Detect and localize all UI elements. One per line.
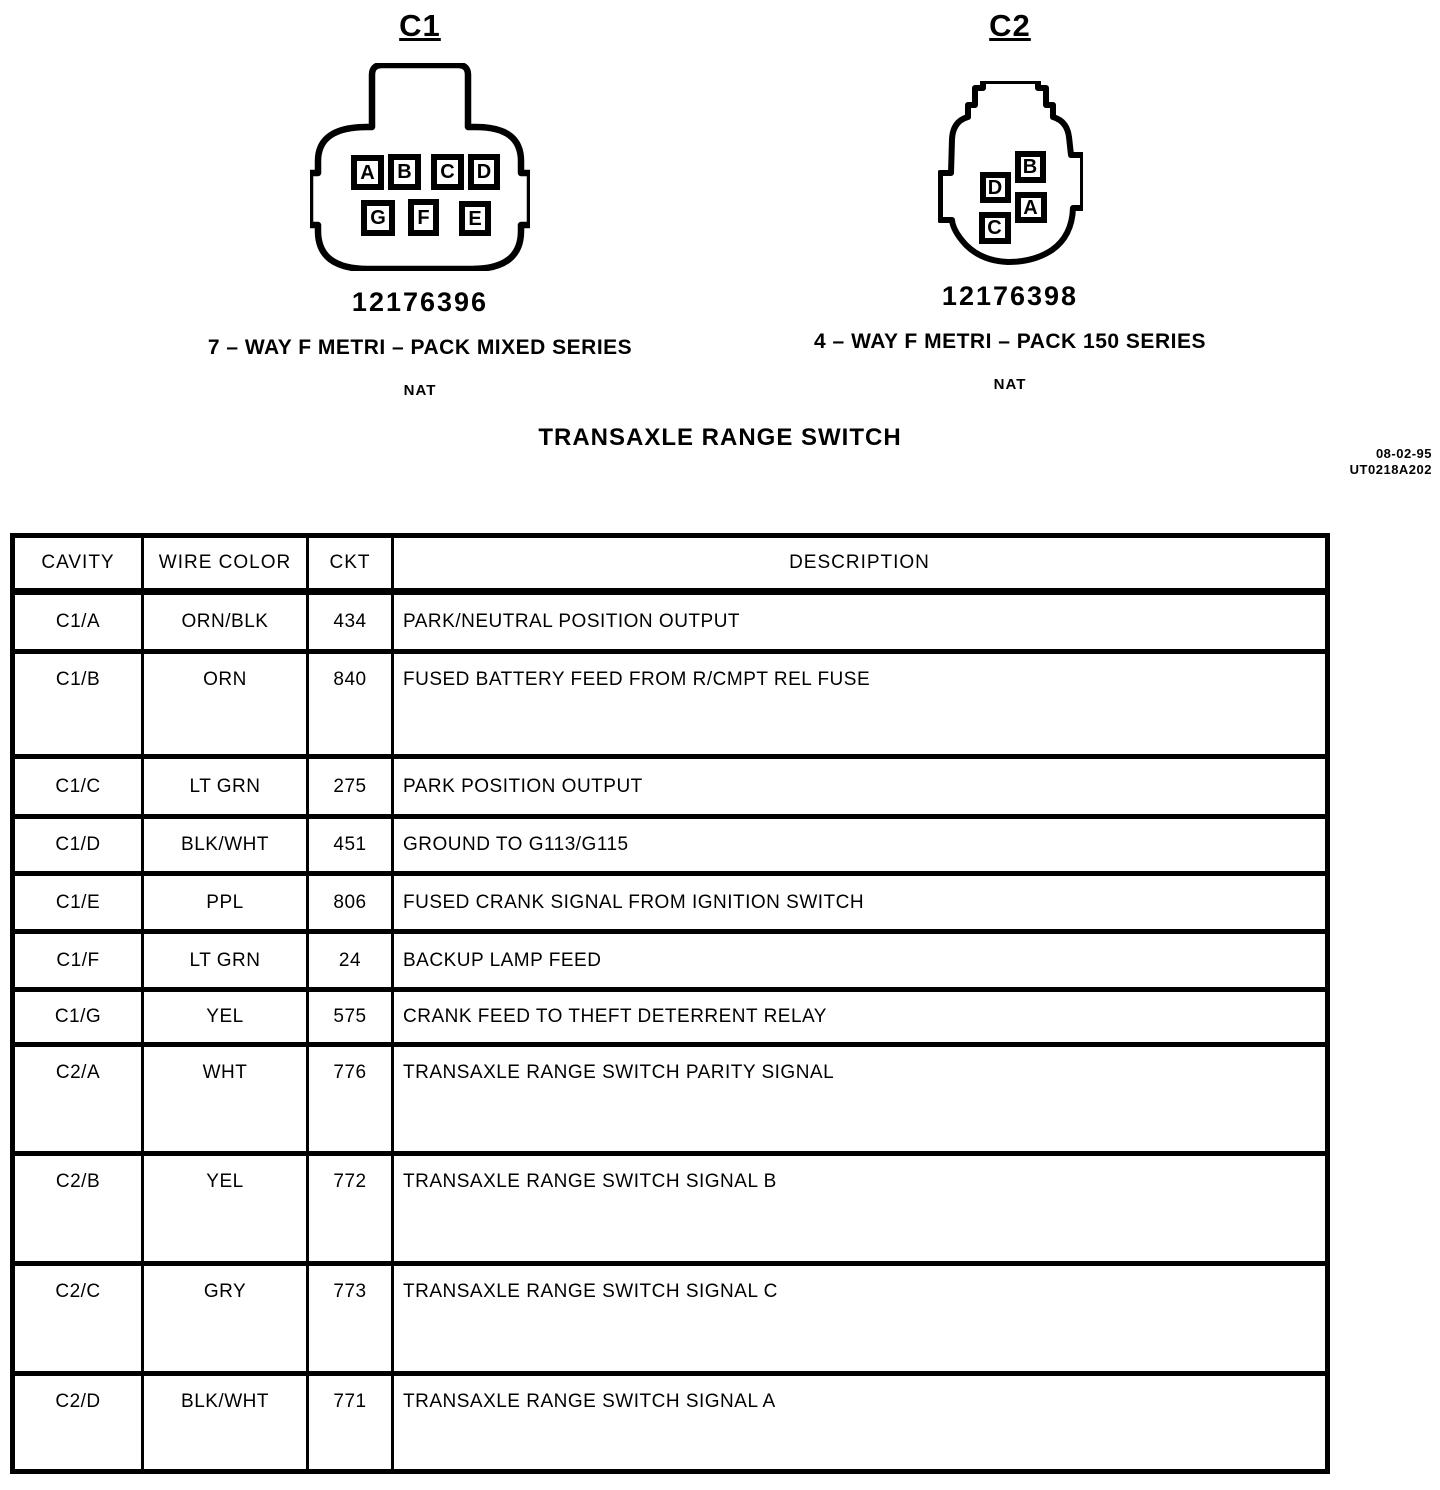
table-row: C2/B YEL 772 TRANSAXLE RANGE SWITCH SIGN…	[11, 1151, 1329, 1266]
connector-c1-figure: C1 A B C D G F E 12176396 7 – WAY F METR…	[150, 8, 690, 399]
cavity-cell: C1/G	[11, 987, 144, 1047]
wire-color-cell: YEL	[141, 1151, 309, 1266]
table-row: C2/D BLK/WHT 771 TRANSAXLE RANGE SWITCH …	[11, 1371, 1329, 1474]
revision-date: 08-02-95	[1375, 446, 1432, 461]
pinout-table-header: CAVITY WIRE COLOR CKT DESCRIPTION	[11, 533, 1329, 595]
c1-pin-g: G	[361, 200, 395, 236]
table-row: C1/B ORN 840 FUSED BATTERY FEED FROM R/C…	[11, 649, 1329, 759]
wire-color-cell: LT GRN	[141, 929, 309, 992]
table-row: C1/F LT GRN 24 BACKUP LAMP FEED	[11, 929, 1329, 992]
ckt-cell: 275	[306, 754, 394, 819]
wire-color-cell: ORN/BLK	[141, 589, 309, 654]
cavity-cell: C2/C	[11, 1261, 144, 1376]
table-row: C1/A ORN/BLK 434 PARK/NEUTRAL POSITION O…	[11, 589, 1329, 654]
cavity-cell: C1/C	[11, 754, 144, 819]
connector-c2-outline	[937, 81, 1083, 265]
ckt-cell: 434	[306, 589, 394, 654]
wire-color-cell: LT GRN	[141, 754, 309, 819]
revision-code: UT0218A202	[1349, 462, 1432, 477]
c1-pin-d: D	[468, 154, 500, 190]
wire-color-cell: BLK/WHT	[141, 814, 309, 876]
description-cell: TRANSAXLE RANGE SWITCH PARITY SIGNAL	[391, 1042, 1329, 1156]
c2-pin-d: D	[979, 172, 1011, 203]
cavity-cell: C1/E	[11, 871, 144, 934]
pinout-table-body: C1/A ORN/BLK 434 PARK/NEUTRAL POSITION O…	[11, 589, 1329, 1474]
header-wire-color: WIRE COLOR	[141, 533, 309, 595]
description-cell: GROUND TO G113/G115	[391, 814, 1329, 876]
c2-pin-b: B	[1014, 151, 1046, 183]
cavity-cell: C1/B	[11, 649, 144, 759]
wire-color-cell: BLK/WHT	[141, 1371, 309, 1474]
table-row: C2/C GRY 773 TRANSAXLE RANGE SWITCH SIGN…	[11, 1261, 1329, 1376]
c2-pin-a: A	[1014, 192, 1047, 223]
ckt-cell: 575	[306, 987, 394, 1047]
ckt-cell: 773	[306, 1261, 394, 1376]
header-cavity: CAVITY	[11, 533, 144, 595]
ckt-cell: 772	[306, 1151, 394, 1266]
header-ckt: CKT	[306, 533, 394, 595]
ckt-cell: 24	[306, 929, 394, 992]
header-description: DESCRIPTION	[391, 533, 1329, 595]
c1-pin-e: E	[459, 201, 491, 236]
description-cell: PARK/NEUTRAL POSITION OUTPUT	[391, 589, 1329, 654]
description-cell: BACKUP LAMP FEED	[391, 929, 1329, 992]
connector-c1-label: C1	[399, 8, 441, 43]
c1-pin-b: B	[388, 154, 421, 190]
ckt-cell: 771	[306, 1371, 394, 1474]
cavity-cell: C1/D	[11, 814, 144, 876]
wire-color-cell: YEL	[141, 987, 309, 1047]
description-cell: TRANSAXLE RANGE SWITCH SIGNAL B	[391, 1151, 1329, 1266]
connector-c2-label: C2	[989, 8, 1031, 43]
description-cell: FUSED BATTERY FEED FROM R/CMPT REL FUSE	[391, 649, 1329, 759]
wire-color-cell: WHT	[141, 1042, 309, 1156]
drawing-title: TRANSAXLE RANGE SWITCH	[538, 424, 902, 451]
connector-c2-diagram: B D A C	[937, 81, 1083, 265]
c1-pin-c: C	[431, 154, 464, 190]
c1-pin-f: F	[408, 199, 439, 236]
c2-color-code: NAT	[993, 376, 1027, 393]
description-cell: TRANSAXLE RANGE SWITCH SIGNAL A	[391, 1371, 1329, 1474]
ckt-cell: 451	[306, 814, 394, 876]
cavity-cell: C2/B	[11, 1151, 144, 1266]
wire-color-cell: GRY	[141, 1261, 309, 1376]
wire-color-cell: PPL	[141, 871, 309, 934]
cavity-cell: C1/F	[11, 929, 144, 992]
c1-pin-a: A	[351, 155, 384, 190]
table-row: C2/A WHT 776 TRANSAXLE RANGE SWITCH PARI…	[11, 1042, 1329, 1156]
table-row: C1/C LT GRN 275 PARK POSITION OUTPUT	[11, 754, 1329, 819]
cavity-cell: C2/A	[11, 1042, 144, 1156]
c1-color-code: NAT	[403, 382, 437, 399]
table-row: C1/E PPL 806 FUSED CRANK SIGNAL FROM IGN…	[11, 871, 1329, 934]
revision-block: 08-02-95 UT0218A202	[1350, 446, 1432, 478]
description-cell: FUSED CRANK SIGNAL FROM IGNITION SWITCH	[391, 871, 1329, 934]
cavity-cell: C2/D	[11, 1371, 144, 1474]
table-row: C1/D BLK/WHT 451 GROUND TO G113/G115	[11, 814, 1329, 876]
pinout-table: CAVITY WIRE COLOR CKT DESCRIPTION C1/A O…	[10, 533, 1330, 1474]
header-row: CAVITY WIRE COLOR CKT DESCRIPTION	[11, 533, 1329, 595]
wire-color-cell: ORN	[141, 649, 309, 759]
description-cell: PARK POSITION OUTPUT	[391, 754, 1329, 819]
description-cell: TRANSAXLE RANGE SWITCH SIGNAL C	[391, 1261, 1329, 1376]
ckt-cell: 806	[306, 871, 394, 934]
c2-part-number: 12176398	[941, 281, 1079, 311]
ckt-cell: 776	[306, 1042, 394, 1156]
ckt-cell: 840	[306, 649, 394, 759]
connector-c1-diagram: A B C D G F E	[310, 63, 530, 271]
description-cell: CRANK FEED TO THEFT DETERRENT RELAY	[391, 987, 1329, 1047]
cavity-cell: C1/A	[11, 589, 144, 654]
c2-pin-c: C	[978, 212, 1011, 244]
table-row: C1/G YEL 575 CRANK FEED TO THEFT DETERRE…	[11, 987, 1329, 1047]
c1-series-description: 7 – WAY F METRI – PACK MIXED SERIES	[207, 336, 633, 359]
c1-part-number: 12176396	[351, 287, 489, 317]
connector-c2-figure: C2 B D A C 12176398 4 – WAY F METRI – PA…	[760, 8, 1260, 393]
c2-series-description: 4 – WAY F METRI – PACK 150 SERIES	[814, 330, 1206, 353]
